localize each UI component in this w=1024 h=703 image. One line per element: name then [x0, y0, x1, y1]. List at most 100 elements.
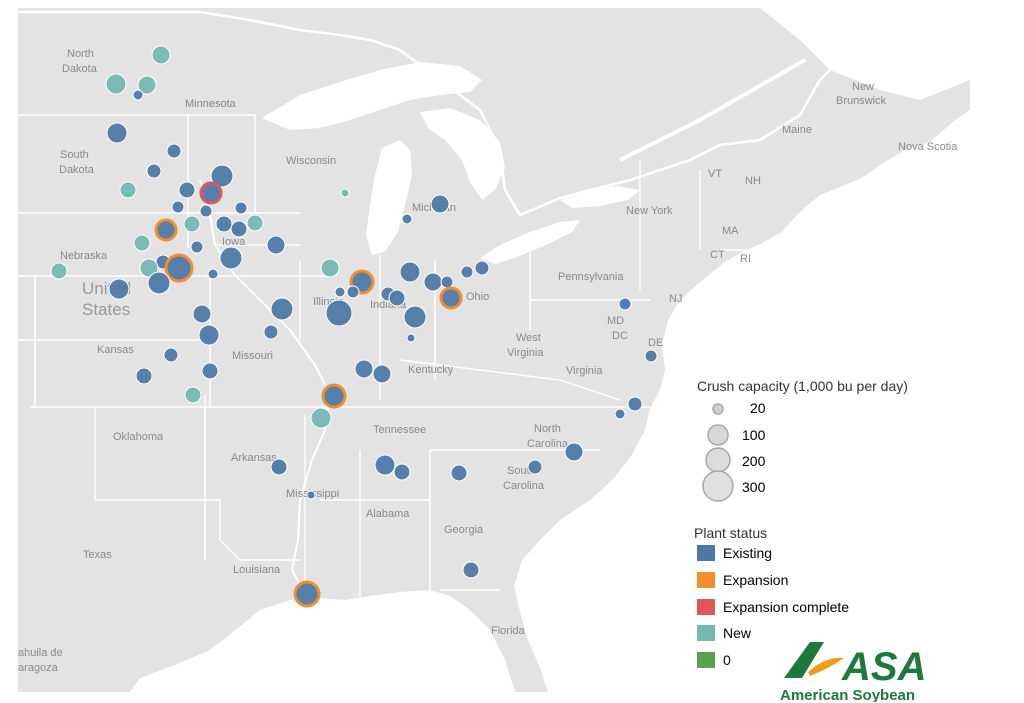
- label-ct: CT: [710, 249, 725, 261]
- plant-marker-existing[interactable]: [132, 89, 144, 101]
- plant-marker-expansion-complete[interactable]: [199, 181, 223, 205]
- plant-marker-expansion[interactable]: [439, 286, 463, 310]
- plant-marker-existing[interactable]: [423, 272, 443, 292]
- plant-marker-new[interactable]: [50, 262, 68, 280]
- plant-marker-existing[interactable]: [198, 324, 220, 346]
- plant-marker-existing[interactable]: [393, 463, 411, 481]
- label-md: MD: [607, 315, 624, 327]
- plant-marker-existing[interactable]: [430, 194, 450, 214]
- plant-marker-existing[interactable]: [614, 408, 626, 420]
- plant-marker-existing[interactable]: [354, 359, 374, 379]
- plant-marker-existing[interactable]: [163, 347, 179, 363]
- status-legend-expansion-complete[interactable]: Expansion complete: [697, 599, 849, 615]
- plant-marker-existing[interactable]: [564, 442, 584, 462]
- label-west-virginia-2: Virginia: [507, 347, 544, 359]
- status-label-zero: 0: [723, 652, 731, 668]
- plant-marker-expansion[interactable]: [321, 383, 347, 409]
- plant-marker-expansion[interactable]: [164, 253, 194, 283]
- plant-marker-existing[interactable]: [644, 349, 658, 363]
- plant-marker-existing[interactable]: [108, 278, 130, 300]
- plant-marker-new[interactable]: [151, 45, 171, 65]
- status-label-existing: Existing: [723, 545, 773, 561]
- plant-marker-existing[interactable]: [178, 181, 196, 199]
- plant-marker-existing[interactable]: [462, 561, 480, 579]
- plant-marker-existing[interactable]: [171, 200, 185, 214]
- plant-marker-existing[interactable]: [627, 396, 643, 412]
- plant-marker-new[interactable]: [310, 407, 332, 429]
- plant-marker-existing[interactable]: [325, 299, 353, 327]
- plant-marker-existing[interactable]: [106, 122, 128, 144]
- plant-marker-existing[interactable]: [474, 260, 490, 276]
- plant-marker-existing[interactable]: [374, 454, 396, 476]
- plant-marker-existing[interactable]: [207, 268, 219, 280]
- plant-marker-expansion[interactable]: [293, 580, 321, 608]
- size-legend-circles: [702, 403, 734, 502]
- size-legend-circle-200: [705, 447, 731, 473]
- plant-marker-existing[interactable]: [334, 286, 346, 298]
- plant-marker-existing[interactable]: [210, 164, 234, 188]
- label-alabama: Alabama: [366, 508, 410, 520]
- plant-marker-existing[interactable]: [388, 289, 406, 307]
- plant-marker-existing[interactable]: [346, 285, 360, 299]
- plant-marker-new[interactable]: [246, 214, 264, 232]
- status-legend-existing[interactable]: Existing: [697, 545, 772, 561]
- plant-marker-existing[interactable]: [215, 215, 233, 233]
- plant-marker-existing[interactable]: [401, 213, 413, 225]
- plant-marker-existing[interactable]: [527, 459, 543, 475]
- plant-marker-new[interactable]: [119, 181, 137, 199]
- plant-marker-existing[interactable]: [440, 275, 454, 289]
- label-nj: NJ: [669, 293, 682, 305]
- label-new-york: New York: [626, 205, 673, 217]
- plant-marker-existing[interactable]: [190, 240, 204, 254]
- label-ma: MA: [722, 225, 739, 237]
- plant-marker-existing[interactable]: [230, 220, 248, 238]
- us-canada-border: [18, 10, 841, 217]
- plant-marker-existing[interactable]: [266, 235, 286, 255]
- plant-marker-existing[interactable]: [166, 143, 182, 159]
- plant-marker-existing[interactable]: [199, 204, 213, 218]
- plant-marker-existing[interactable]: [270, 297, 294, 321]
- logo-leaf-mark: [784, 642, 824, 678]
- plant-marker-existing[interactable]: [403, 305, 427, 329]
- plant-marker-existing[interactable]: [135, 367, 153, 385]
- label-south-dakota-1: South: [60, 149, 89, 161]
- plant-marker-new[interactable]: [184, 386, 202, 404]
- plant-marker-existing[interactable]: [372, 364, 392, 384]
- plant-marker-existing[interactable]: [399, 261, 421, 283]
- plant-marker-new[interactable]: [139, 258, 159, 278]
- plant-marker-existing[interactable]: [270, 458, 288, 476]
- size-legend-title: Crush capacity (1,000 bu per day): [697, 378, 908, 394]
- plant-marker-existing[interactable]: [618, 297, 632, 311]
- plant-marker-new[interactable]: [137, 75, 157, 95]
- status-label-expansion: Expansion: [723, 572, 789, 588]
- plant-marker-existing[interactable]: [450, 464, 468, 482]
- plant-marker-new[interactable]: [133, 234, 151, 252]
- status-legend-zero[interactable]: 0: [697, 652, 731, 668]
- label-arkansas: Arkansas: [231, 452, 277, 464]
- status-label-new: New: [723, 625, 752, 641]
- plant-marker-existing[interactable]: [146, 163, 162, 179]
- plant-marker-existing[interactable]: [460, 265, 474, 279]
- label-virginia: Virginia: [566, 365, 603, 377]
- plant-marker-new[interactable]: [183, 215, 201, 233]
- label-missouri: Missouri: [232, 350, 273, 362]
- size-legend-circle-20: [712, 403, 724, 415]
- plant-marker-existing[interactable]: [219, 246, 243, 270]
- status-legend-expansion[interactable]: Expansion: [697, 572, 788, 588]
- plant-marker-existing[interactable]: [263, 324, 279, 340]
- plant-marker-existing[interactable]: [147, 271, 171, 295]
- plant-marker-new[interactable]: [320, 258, 340, 278]
- lake-superior: [262, 62, 482, 130]
- plant-marker-existing[interactable]: [234, 201, 248, 215]
- plant-marker-existing[interactable]: [201, 362, 219, 380]
- plant-marker-existing[interactable]: [192, 304, 212, 324]
- label-new-brunswick-1: New: [852, 81, 874, 93]
- plant-marker-existing[interactable]: [406, 333, 416, 343]
- status-legend-new[interactable]: New: [697, 625, 751, 641]
- label-louisiana: Louisiana: [233, 564, 281, 576]
- plant-marker-new[interactable]: [340, 188, 350, 198]
- plant-marker-existing[interactable]: [306, 490, 316, 500]
- plant-marker-expansion[interactable]: [154, 218, 178, 242]
- plant-marker-new[interactable]: [105, 73, 127, 95]
